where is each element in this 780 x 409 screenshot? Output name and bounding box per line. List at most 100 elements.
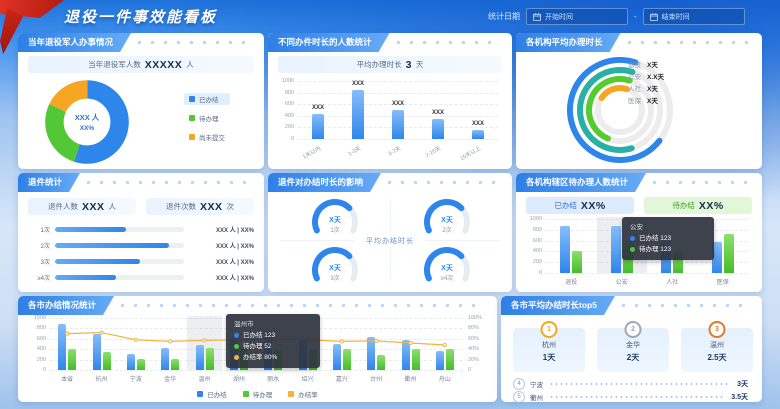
y-axis-label: 800 — [532, 226, 542, 233]
legend-swatch — [189, 115, 195, 121]
legend-item[interactable]: 待办理 — [184, 112, 230, 124]
bar-待办理[interactable] — [68, 349, 77, 370]
bar-待办理[interactable] — [723, 233, 734, 273]
gauge-2次[interactable]: X天 2次 — [396, 197, 498, 243]
bar-待办理[interactable] — [205, 348, 214, 370]
panel-impact: 退件对办结时长的影响 X天 1次 X天 2次 X天 3次 X天 ≥4次 平均办结时长 — [268, 173, 512, 292]
panel-org-pending: 各机构辖区待办理人数统计 已办结 XX% 待办结 XX% 1000 800 600 4… — [516, 173, 762, 292]
x-axis-label: 丽水 — [267, 377, 280, 383]
bar-待办理[interactable] — [136, 359, 145, 370]
y-axis-right-label: 100% — [468, 315, 483, 321]
ring-value: X天 — [647, 86, 658, 93]
tooltip-title: 公安 — [630, 224, 643, 231]
bar-待办理[interactable] — [445, 349, 454, 370]
grid-line — [298, 139, 498, 140]
end-date-input[interactable]: 结束时间 — [642, 8, 745, 25]
dots-decoration — [626, 40, 750, 45]
bar-value-label: XXX — [351, 81, 364, 88]
dotted-leader — [549, 383, 732, 385]
x-axis-label: 退役 — [565, 280, 578, 286]
stat-label: 退件人数 — [47, 202, 78, 211]
gauge-1次[interactable]: X天 1次 — [284, 197, 386, 243]
bar-待办理[interactable] — [102, 352, 111, 370]
legend-item[interactable]: 已办结 — [197, 389, 227, 399]
bar-已办结[interactable] — [367, 336, 376, 370]
bar-已办结[interactable] — [92, 333, 101, 370]
tooltip-row: 已办结 123 — [630, 233, 706, 244]
x-axis-label: 医保 — [716, 280, 729, 286]
return-bar-fill[interactable] — [55, 259, 141, 264]
stat-label: 待办结 — [672, 201, 695, 210]
grid-line — [546, 262, 748, 264]
bar-待办理[interactable] — [572, 251, 583, 273]
x-axis-label: 绍兴 — [301, 377, 314, 383]
top5-card-金华: 2 金华 2天 — [597, 321, 669, 372]
panel-top5: 各市平均办结时长top5 1 杭州 1天 2 金华 2天 3 温州 2.5天 4 宁波 3天 5 衢州 3… — [501, 296, 762, 402]
return-bar-fill[interactable] — [55, 227, 126, 232]
bar-已办结[interactable] — [560, 226, 571, 273]
legend-swatch — [189, 96, 195, 102]
bar-待办理[interactable] — [171, 358, 180, 370]
bar-已办结[interactable] — [435, 351, 444, 370]
legend-item[interactable]: 已办结 — [184, 93, 230, 105]
tooltip-text: 待办理 52 — [243, 343, 272, 351]
y-axis-right-label: 0 — [468, 367, 472, 373]
legend-item[interactable]: 办结率 — [288, 389, 318, 399]
bar-待办理[interactable] — [673, 251, 684, 273]
bar-已办结[interactable] — [401, 339, 410, 370]
end-date-placeholder: 结束时间 — [661, 13, 690, 21]
panel-title: 各机构辖区待办理人数统计 — [516, 173, 646, 192]
bar-待办理[interactable] — [411, 349, 420, 370]
gauge-≥4次[interactable]: X天 ≥4次 — [396, 245, 498, 291]
org-rings-chart[interactable] — [516, 52, 762, 169]
x-axis-label: 湖州 — [232, 377, 245, 383]
donut-chart[interactable] — [44, 79, 130, 165]
dots-decoration — [652, 180, 750, 185]
bar-待办理[interactable] — [342, 349, 351, 370]
legend-label: 待办理 — [252, 392, 273, 399]
bar-已办结[interactable] — [711, 242, 722, 273]
stat-unit: 人 — [186, 60, 194, 69]
x-axis-label: 3-7天 — [387, 145, 402, 158]
red-ribbon-decoration — [0, 0, 72, 56]
legend-swatch — [288, 391, 295, 397]
panel-title: 各机构平均办理时长 — [516, 33, 621, 52]
legend-item[interactable]: 尚未提交 — [184, 131, 230, 143]
y-axis-label: 600 — [284, 101, 294, 108]
bar-已办结[interactable] — [58, 324, 67, 370]
x-axis-label: 温州 — [198, 377, 211, 383]
bar-bar[interactable] — [472, 129, 484, 139]
bar-已办结[interactable] — [126, 354, 135, 370]
bar-bar[interactable] — [312, 114, 324, 139]
bar-待办理[interactable] — [377, 355, 386, 370]
return-bar-fill[interactable] — [55, 275, 116, 280]
tooltip-dot — [234, 333, 239, 339]
bar-已办结[interactable] — [161, 347, 170, 370]
start-date-input[interactable]: 开始时间 — [526, 8, 628, 25]
top5-value: 3.5天 — [731, 394, 748, 401]
medal-rank-3: 3 — [708, 321, 726, 338]
gauge-3次[interactable]: X天 3次 — [284, 245, 386, 291]
return-row: 1次 XXX 人 | XX% — [28, 225, 254, 234]
x-axis-label: 宁波 — [129, 377, 142, 383]
bar-已办结[interactable] — [332, 344, 341, 370]
grid-line — [50, 370, 462, 371]
return-row-label: 3次 — [40, 260, 50, 266]
bar-bar[interactable] — [392, 110, 404, 139]
ring-label: 医保 X天 — [628, 95, 658, 105]
legend-item[interactable]: 待办理 — [242, 389, 273, 399]
tooltip-row: 办结率 80% — [234, 352, 312, 363]
return-bar-fill[interactable] — [55, 243, 169, 248]
top5-city: 杭州 — [542, 342, 556, 349]
bar-已办结[interactable] — [195, 344, 204, 370]
bar-已办结[interactable] — [610, 226, 621, 273]
grid-line — [298, 92, 498, 94]
duration-bar-chart[interactable]: 1000 800 600 400 200 0 XXX 1天以内 XXX 1-3天 XXX 3-7天 XX… — [268, 33, 512, 169]
y-axis-label: 0 — [290, 136, 294, 142]
gauge-label: 1次 — [330, 228, 340, 234]
legend-swatch — [197, 391, 204, 397]
bar-bar[interactable] — [432, 118, 444, 139]
grid-line — [298, 104, 498, 106]
bar-bar[interactable] — [352, 90, 364, 139]
tooltip-dot — [630, 247, 635, 253]
